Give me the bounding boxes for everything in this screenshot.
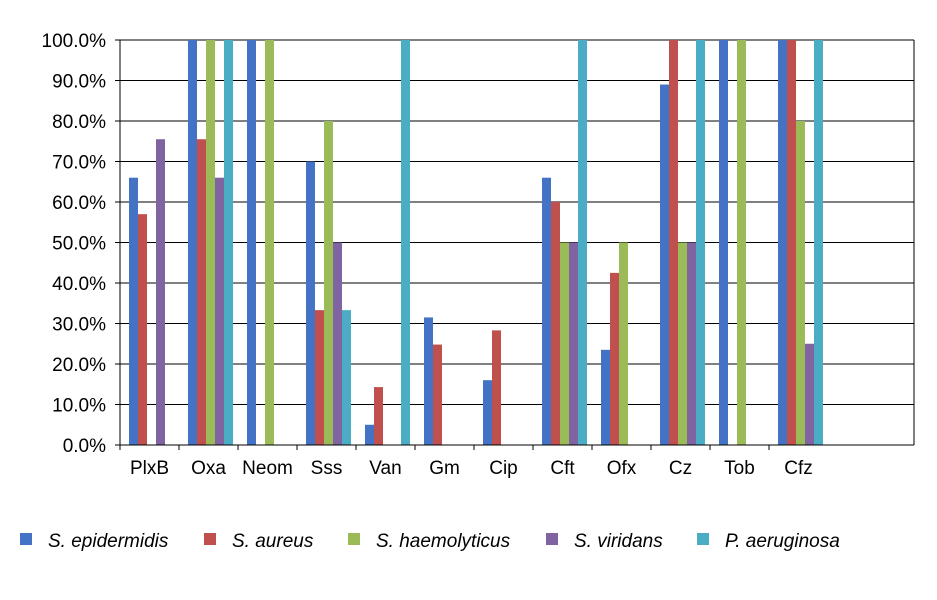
bar [324,121,333,445]
x-tick-label: PlxB [130,458,169,479]
x-tick-label: Tob [724,458,755,479]
bar [333,242,342,445]
bar [138,214,147,445]
bar [401,40,410,445]
bar [424,317,433,445]
bar [805,343,814,445]
y-tick-label: 10.0% [52,396,106,417]
bar [719,40,728,445]
bar [737,40,746,445]
bar [247,40,256,445]
x-tick-label: Cfz [784,458,813,479]
legend-swatch [697,533,709,545]
bars [129,40,823,446]
bar [374,387,383,445]
y-tick-label: 50.0% [52,234,106,255]
y-tick-label: 80.0% [52,112,106,133]
x-tick-label: Gm [429,458,460,479]
bar [206,40,215,445]
x-tick-labels: PlxB Oxa Neom Sss Van Gm Cip Cft Ofx Cz Tob Cfz [130,458,813,479]
bar [669,40,678,445]
y-tick-label: 30.0% [52,315,106,336]
bar [542,177,551,445]
y-tick-label: 90.0% [52,72,106,93]
bar [129,177,138,445]
legend-label: S. viridans [574,531,663,552]
bar [619,242,628,445]
legend-label: S. aureus [232,531,314,552]
x-tick-label: Sss [311,458,343,479]
bar [601,349,610,445]
y-tick-label: 20.0% [52,355,106,376]
legend: S. epidermidis S. aureus S. haemolyticus S.… [20,531,840,552]
x-tick-label: Cft [550,458,575,479]
legend-swatch [348,533,360,545]
legend-label: S. epidermidis [48,531,169,552]
bar [315,310,324,445]
bar [492,330,501,445]
bar [365,424,374,445]
y-tick-label: 0.0% [63,436,106,457]
bar [433,344,442,445]
bar [660,84,669,446]
bar [265,40,274,445]
bar [678,242,687,445]
y-tick-label: 70.0% [52,153,106,174]
legend-swatch [20,533,32,545]
bar [188,40,197,445]
bar [814,40,823,445]
x-tick-label: Oxa [191,458,226,479]
bar [578,40,587,445]
bar [560,242,569,445]
bar [778,40,787,445]
axes [115,39,915,450]
bar [197,139,206,445]
bar [342,310,351,445]
y-tick-label: 40.0% [52,274,106,295]
bar [569,242,578,445]
x-tick-label: Cz [669,458,692,479]
bar [483,380,492,445]
y-tick-label: 60.0% [52,193,106,214]
bar [224,40,233,445]
legend-swatch [546,533,558,545]
legend-swatch [204,533,216,545]
y-tick-labels: 0.0% 10.0% 20.0% 30.0% 40.0% 50.0% 60.0% 70.0% 8… [42,31,107,457]
bar [787,40,796,445]
legend-label: P. aeruginosa [725,531,840,552]
y-tick-label: 100.0% [42,31,107,52]
x-tick-label: Ofx [607,458,637,479]
x-tick-label: Neom [242,458,293,479]
legend-label: S. haemolyticus [376,531,511,552]
x-tick-label: Van [369,458,401,479]
bar [796,121,805,445]
bar [687,242,696,445]
bar [306,161,315,445]
bar [156,139,165,445]
bar [551,202,560,445]
bar [610,272,619,445]
bar [215,177,224,445]
bar [696,40,705,445]
x-tick-label: Cip [489,458,518,479]
